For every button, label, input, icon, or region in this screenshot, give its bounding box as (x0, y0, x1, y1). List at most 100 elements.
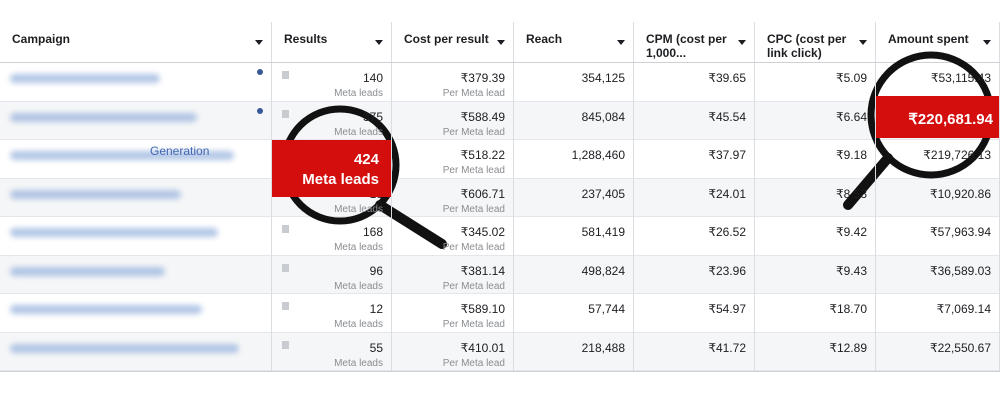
result_type: Meta leads (334, 126, 383, 138)
campaign-cell (0, 332, 272, 371)
cpm-cell: ₹26.52 (634, 217, 755, 256)
cost_per_result-cell: ₹606.71 Per Meta lead (392, 178, 514, 217)
cpc-value: ₹18.70 (829, 302, 867, 316)
campaign-blur (10, 228, 218, 237)
cpm-value: ₹23.96 (708, 263, 746, 278)
column-header[interactable]: Cost per result (392, 22, 514, 62)
reach-cell: 218,488 (514, 332, 634, 371)
results-cell: 55 Meta leads (272, 332, 392, 371)
cost_type: Per Meta lead (442, 357, 505, 369)
download-icon (282, 263, 289, 272)
cpc-cell: ₹12.89 (755, 332, 876, 371)
amount_spent-value: ₹36,589.03 (929, 263, 991, 278)
cpc-value: ₹9.42 (836, 225, 867, 239)
cpc-value: ₹8.53 (836, 186, 867, 201)
results-value: 168 (362, 225, 383, 239)
results-value: 375 (362, 109, 383, 124)
result_type: Meta leads (334, 357, 383, 369)
cost_per_result-value: ₹345.02 (460, 225, 505, 239)
row-bg (0, 63, 1000, 102)
amount_spent-value: ₹53,115.43 (930, 71, 991, 85)
cost_type: Per Meta lead (442, 319, 505, 330)
results-value: 55 (369, 340, 383, 355)
campaign-cell (0, 217, 272, 256)
result_type: Meta leads (334, 88, 383, 99)
amount_spent-value: ₹220,681.94 (908, 110, 993, 128)
campaign-cell (0, 63, 272, 102)
reach-cell: 498,824 (514, 255, 634, 294)
results-cell: 96 Meta leads (272, 255, 392, 294)
campaign-blur (10, 343, 239, 353)
column-header[interactable]: Results (272, 22, 392, 62)
cost_per_result-cell: ₹381.14 Per Meta lead (392, 255, 514, 294)
cpc-cell: ₹6.64 (755, 101, 876, 140)
results-cell: 168 Meta leads (272, 217, 392, 256)
cost_per_result-value: ₹410.01 (460, 340, 505, 355)
reach-value: 57,744 (588, 302, 625, 316)
download-icon (282, 71, 289, 79)
row-bg (0, 255, 1000, 294)
cost_type: Per Meta lead (442, 242, 505, 253)
cpc-cell: ₹5.09 (755, 63, 876, 102)
cpc-value: ₹9.43 (836, 263, 867, 278)
campaign-blur (10, 305, 202, 314)
result_type: Meta leads (334, 319, 383, 330)
cost_per_result-cell: ₹589.10 Per Meta lead (392, 294, 514, 333)
cpc-cell: ₹8.53 (755, 178, 876, 217)
pin-icon (257, 69, 263, 75)
table-bottom (0, 371, 1000, 372)
cpm-value: ₹54.97 (708, 302, 746, 316)
cpm-cell: ₹41.72 (634, 332, 755, 371)
results-value: 96 (369, 263, 383, 278)
reach-value: 237,405 (581, 186, 625, 201)
campaign-blur (10, 151, 234, 160)
cost_per_result-value: ₹589.10 (460, 302, 505, 316)
cost_per_result-cell: ₹379.39 Per Meta lead (392, 63, 514, 102)
result_type: Meta leads (302, 171, 379, 188)
campaign-blur (10, 74, 160, 83)
campaign-cell: Generation (0, 140, 272, 179)
cpm-cell: ₹37.97 (634, 140, 755, 179)
campaign-blur (10, 266, 165, 276)
download-icon (282, 225, 289, 233)
cpm-cell: ₹54.97 (634, 294, 755, 333)
cost_per_result-value: ₹381.14 (460, 263, 505, 278)
amount_spent-cell: ₹220,681.94 (876, 95, 1000, 138)
results-cell: 140 Meta leads (272, 63, 392, 102)
cpm-cell: ₹24.01 (634, 178, 755, 217)
reach-value: 498,824 (581, 263, 625, 278)
amount_spent-cell: ₹57,963.94 (876, 217, 1000, 256)
cpc-value: ₹5.09 (836, 71, 867, 85)
column-header[interactable]: CPC (cost per link click) (755, 22, 876, 62)
cost_per_result-cell: ₹588.49 Per Meta lead (392, 101, 514, 140)
download-icon (282, 340, 289, 349)
amount_spent-value: ₹57,963.94 (929, 225, 991, 239)
campaign-cell (0, 178, 272, 217)
cost_per_result-value: ₹379.39 (460, 71, 505, 85)
results-cell: 12 Meta leads (272, 294, 392, 333)
reach-cell: 57,744 (514, 294, 634, 333)
amount_spent-cell: ₹7,069.14 (876, 294, 1000, 333)
results-value: 140 (362, 71, 383, 85)
download-icon (282, 109, 289, 118)
result_type: Meta leads (334, 280, 383, 292)
reach-value: 354,125 (581, 71, 625, 85)
cost_per_result-value: ₹518.22 (460, 148, 505, 162)
campaign-blur (10, 189, 181, 199)
column-header[interactable]: CPM (cost per 1,000... (634, 22, 755, 62)
campaign-cell (0, 294, 272, 333)
campaign-name: Generation (150, 144, 210, 158)
column-header[interactable]: Amount spent (876, 22, 1000, 62)
row-bg (0, 217, 1000, 256)
cpm-value: ₹39.65 (708, 71, 746, 85)
cost_type: Per Meta lead (442, 203, 505, 215)
campaign-cell (0, 101, 272, 140)
header-border (0, 62, 1000, 63)
cost_per_result-cell: ₹345.02 Per Meta lead (392, 217, 514, 256)
reach-value: 1,288,460 (571, 148, 625, 162)
column-header[interactable]: Campaign (0, 22, 272, 62)
cost_type: Per Meta lead (442, 165, 505, 176)
cpm-cell: ₹23.96 (634, 255, 755, 294)
column-header[interactable]: Reach (514, 22, 634, 62)
